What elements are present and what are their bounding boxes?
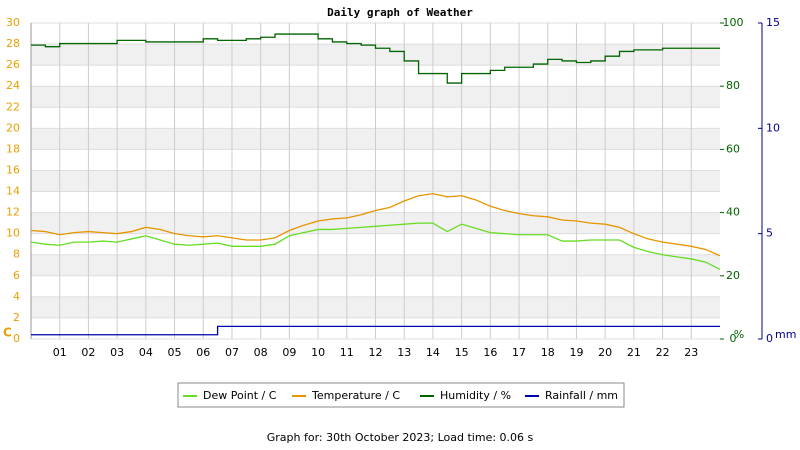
x-tick-label: 08: [254, 346, 268, 359]
x-tick-label: 16: [483, 346, 497, 359]
y-tick-label: 18: [6, 142, 20, 155]
x-tick-label: 03: [110, 346, 124, 359]
x-tick-label: 04: [139, 346, 153, 359]
y2-tick-label: 100: [723, 16, 744, 29]
x-tick-label: 19: [569, 346, 583, 359]
y-tick-label: 10: [6, 227, 20, 240]
footer: Graph for: 30th October 2023; Load time:…: [267, 431, 534, 444]
x-tick-label: 17: [512, 346, 526, 359]
y3-tick-label: 10: [766, 121, 780, 134]
y-tick-label: 22: [6, 100, 20, 113]
y-axis-label: C: [3, 326, 12, 340]
y2-tick-label: 60: [726, 142, 740, 155]
x-tick-label: 11: [340, 346, 354, 359]
legend-label: Rainfall / mm: [545, 389, 618, 402]
x-tick-label: 21: [627, 346, 641, 359]
x-tick-label: 07: [225, 346, 239, 359]
y2-tick-label: 80: [726, 79, 740, 92]
series-line: [31, 33, 720, 84]
legend-label: Dew Point / C: [203, 389, 277, 402]
x-tick-label: 06: [196, 346, 210, 359]
y2-tick-label: 0: [730, 332, 737, 345]
y3-tick-label: 15: [766, 16, 780, 29]
y3-tick-label: 0: [766, 332, 773, 345]
chart-title: Daily graph of Weather: [327, 6, 473, 19]
x-tick-label: 05: [168, 346, 182, 359]
series-line: [30, 222, 721, 271]
y-tick-label: 28: [6, 37, 20, 50]
y-tick-label: 16: [6, 163, 20, 176]
y2-tick-label: 20: [726, 269, 740, 282]
series-line: [30, 192, 721, 257]
y-tick-label: 24: [6, 79, 20, 92]
x-tick-label: 20: [598, 346, 612, 359]
y-tick-label: 4: [13, 290, 20, 303]
y2-tick-label: 40: [726, 206, 740, 219]
x-tick-label: 15: [455, 346, 469, 359]
y-tick-label: 8: [13, 248, 20, 261]
x-tick-label: 12: [369, 346, 383, 359]
x-tick-label: 23: [684, 346, 698, 359]
y-tick-label: 26: [6, 58, 20, 71]
y-tick-label: 6: [13, 269, 20, 282]
y-tick-label: 30: [6, 16, 20, 29]
y-tick-label: 20: [6, 121, 20, 134]
y-tick-label: 0: [13, 332, 20, 345]
x-tick-label: 01: [53, 346, 67, 359]
legend-box: [177, 382, 625, 408]
x-tick-label: 09: [282, 346, 296, 359]
y3-tick-label: 5: [766, 227, 773, 240]
legend-label: Temperature / C: [311, 389, 400, 402]
y-tick-label: 14: [6, 185, 20, 198]
x-tick-label: 22: [656, 346, 670, 359]
x-tick-label: 10: [311, 346, 325, 359]
y3-axis-label: mm: [775, 328, 796, 341]
x-tick-label: 13: [397, 346, 411, 359]
y2-axis-label: %: [734, 328, 744, 341]
series-line: [31, 325, 720, 336]
legend-label: Humidity / %: [440, 389, 511, 402]
y-tick-label: 12: [6, 206, 20, 219]
y-tick-label: 2: [13, 311, 20, 324]
x-tick-label: 18: [541, 346, 555, 359]
x-tick-label: 02: [81, 346, 95, 359]
x-tick-label: 14: [426, 346, 440, 359]
